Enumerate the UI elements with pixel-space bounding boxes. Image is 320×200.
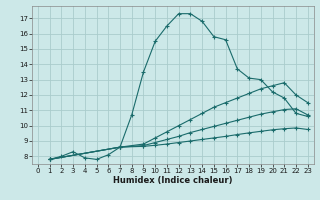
- X-axis label: Humidex (Indice chaleur): Humidex (Indice chaleur): [113, 176, 233, 185]
